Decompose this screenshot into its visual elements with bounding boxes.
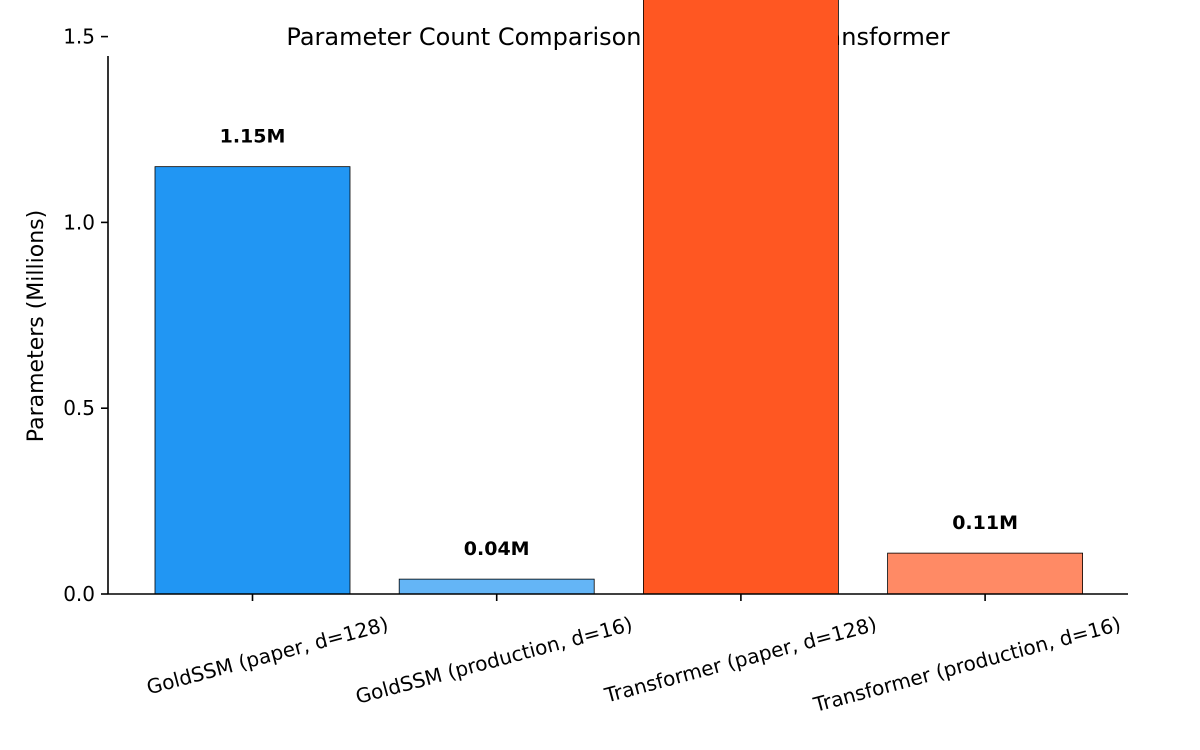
value-label: 0.04M <box>464 538 530 560</box>
bar <box>887 552 1083 595</box>
bars <box>154 0 1083 595</box>
x-axis-ticks: GoldSSM (paper, d=128)GoldSSM (productio… <box>144 594 1123 717</box>
y-tick-label: 0.5 <box>63 396 95 420</box>
bar <box>154 166 351 595</box>
bar <box>643 0 839 595</box>
y-axis-ticks: 0.00.51.01.52.02.5 <box>63 25 108 606</box>
chart-title: Parameter Count Comparison: GoldSSM vs T… <box>286 23 949 51</box>
value-label: 1.15M <box>220 126 286 148</box>
y-tick-label: 1.5 <box>63 25 95 49</box>
y-tick-label: 1.0 <box>63 210 95 234</box>
x-tick-label: GoldSSM (production, d=16) <box>353 612 635 709</box>
y-tick-label: 0.0 <box>63 582 95 606</box>
bar <box>398 578 595 595</box>
y-axis-label: Parameters (Millions) <box>24 210 49 442</box>
value-label: 0.11M <box>952 512 1018 534</box>
